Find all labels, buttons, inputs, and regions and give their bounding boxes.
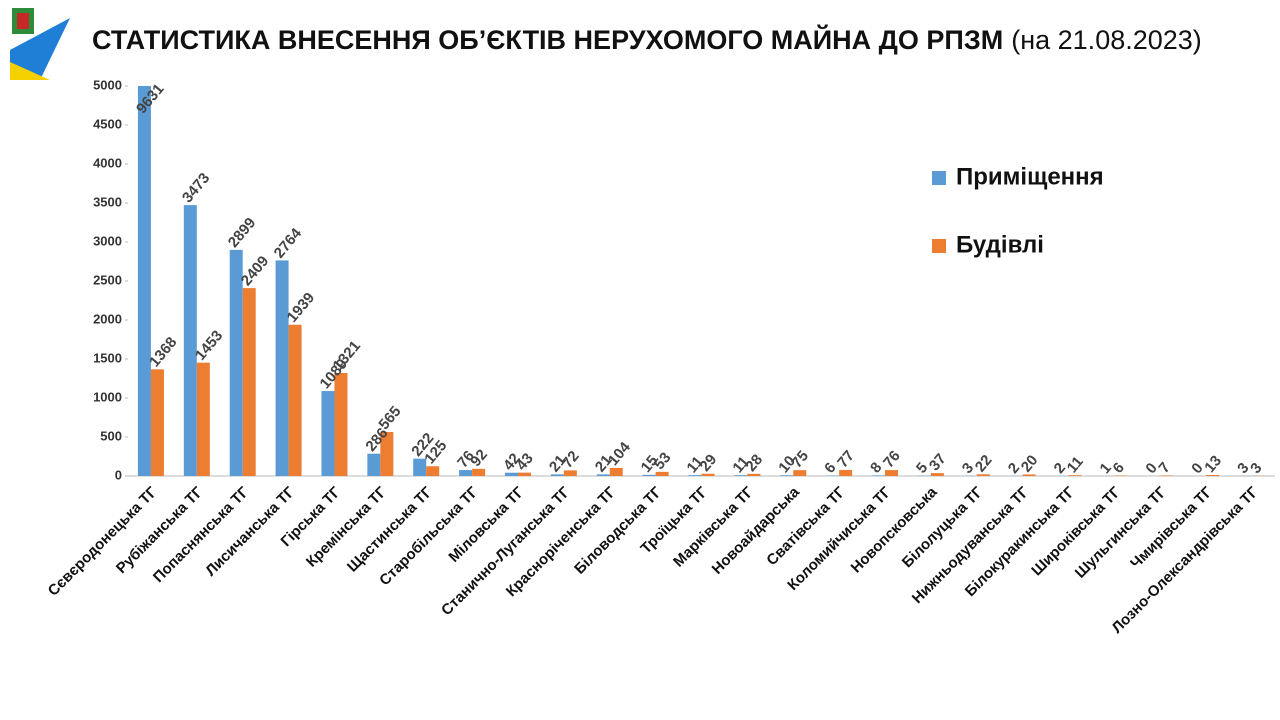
- data-label: 72: [559, 448, 583, 472]
- bar: [275, 260, 289, 476]
- x-tick-label: Чмирівська ТГ: [1127, 483, 1216, 572]
- data-label: 21: [546, 452, 570, 476]
- y-tick-label: 1500: [93, 350, 122, 365]
- bar: [183, 205, 197, 476]
- data-label: 1321: [330, 338, 364, 374]
- bar: [137, 86, 151, 477]
- bar: [150, 369, 164, 476]
- title-text: СТАТИСТИКА ВНЕСЕННЯ ОБ’ЄКТІВ НЕРУХОМОГО …: [92, 24, 1003, 55]
- logo: [10, 8, 70, 80]
- y-tick-label: 2000: [93, 311, 122, 326]
- y-tick-label: 5000: [93, 77, 122, 92]
- y-tick-label: 0: [115, 467, 122, 482]
- x-tick-label: Щастинська ТГ: [344, 483, 436, 575]
- bar: [413, 458, 427, 476]
- data-label: 43: [513, 450, 537, 474]
- bar: [334, 372, 348, 476]
- bar: [780, 475, 794, 476]
- bar: [288, 324, 302, 476]
- bar: [517, 472, 531, 476]
- bar: [701, 473, 715, 476]
- bar: [1022, 474, 1036, 476]
- data-label: 2764: [271, 225, 306, 262]
- bar: [426, 466, 440, 476]
- data-label: 77: [834, 447, 858, 471]
- y-tick-label: 1000: [93, 389, 122, 404]
- bar: [872, 475, 886, 476]
- bar: [734, 475, 748, 476]
- y-tick-label: 500: [100, 428, 122, 443]
- data-label: 6: [1110, 459, 1128, 476]
- legend-swatch: [932, 171, 946, 185]
- data-label: 3: [1247, 460, 1265, 477]
- subtitle: (на 21.08.2023): [1011, 25, 1202, 55]
- legend-swatch: [932, 239, 946, 253]
- bar: [885, 470, 899, 476]
- bar: [839, 469, 853, 476]
- title: СТАТИСТИКА ВНЕСЕННЯ ОБ’ЄКТІВ НЕРУХОМОГО …: [92, 24, 1202, 55]
- bar: [242, 288, 256, 476]
- bar: [793, 470, 807, 476]
- y-tick-label: 2500: [93, 272, 122, 287]
- data-label: 3473: [179, 170, 213, 206]
- bar: [609, 467, 623, 476]
- data-label: 1939: [284, 289, 318, 325]
- bar: [976, 474, 990, 476]
- bar: [367, 453, 381, 476]
- bar: [688, 475, 702, 476]
- x-tick-label: Марківська ТГ: [670, 483, 757, 570]
- y-tick-label: 4500: [93, 116, 122, 131]
- data-label: 7: [1155, 459, 1173, 476]
- bar: [642, 474, 656, 476]
- bar: [504, 472, 518, 476]
- x-tick-label: Кремінська ТГ: [303, 483, 390, 570]
- data-label: 1453: [192, 327, 226, 363]
- legend-label: Приміщення: [956, 163, 1104, 190]
- bar: [1068, 475, 1082, 476]
- bar: [550, 474, 564, 476]
- legend-label: Будівлі: [956, 231, 1044, 258]
- bar: [1160, 475, 1174, 476]
- y-tick-label: 3000: [93, 233, 122, 248]
- bar: [196, 362, 210, 476]
- bar: [229, 249, 243, 476]
- bar: [563, 470, 577, 476]
- data-label: 76: [880, 447, 904, 471]
- data-label: 1368: [146, 334, 180, 370]
- y-tick-label: 3500: [93, 194, 122, 209]
- bar: [1206, 474, 1220, 476]
- plot-area: [137, 86, 1266, 477]
- data-label: 2899: [225, 215, 259, 251]
- x-tick-label: Сватівська ТГ: [763, 483, 849, 569]
- bar: [321, 391, 335, 476]
- bar: [930, 473, 944, 476]
- bar: [747, 473, 761, 476]
- bar: [472, 468, 486, 476]
- data-label: 2409: [238, 253, 272, 289]
- bar: [459, 470, 473, 476]
- bar: [655, 471, 669, 476]
- x-tick-label: Білолуцька ТГ: [899, 483, 987, 571]
- bar: [380, 431, 394, 476]
- bar: [596, 474, 610, 476]
- y-tick-label: 4000: [93, 155, 122, 170]
